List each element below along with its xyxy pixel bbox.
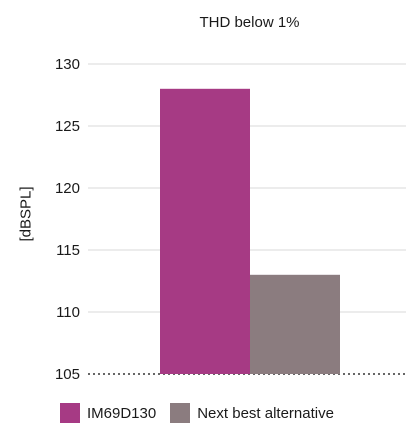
y-tick-label: 120 [55,180,80,197]
bar-1 [160,88,250,375]
chart-title: THD below 1% [199,14,300,31]
y-tick-label: 125 [55,118,80,135]
legend-label-series-2: Next best alternative [197,404,334,422]
legend-label-series-1: IM69D130 [87,404,157,422]
legend: IM69D130 Next best alternative [60,403,348,423]
legend-swatch-series-2 [170,403,191,423]
legend-item-series-1: IM69D130 [60,403,156,423]
legend-swatch-series-1 [60,403,80,423]
y-tick-label: 105 [55,366,80,383]
bar-2 [250,274,340,374]
y-tick-label: 110 [56,304,80,321]
y-tick-label: 115 [56,242,80,259]
y-tick-label: 130 [55,56,80,73]
legend-item-series-2: Next best alternative [170,403,334,423]
